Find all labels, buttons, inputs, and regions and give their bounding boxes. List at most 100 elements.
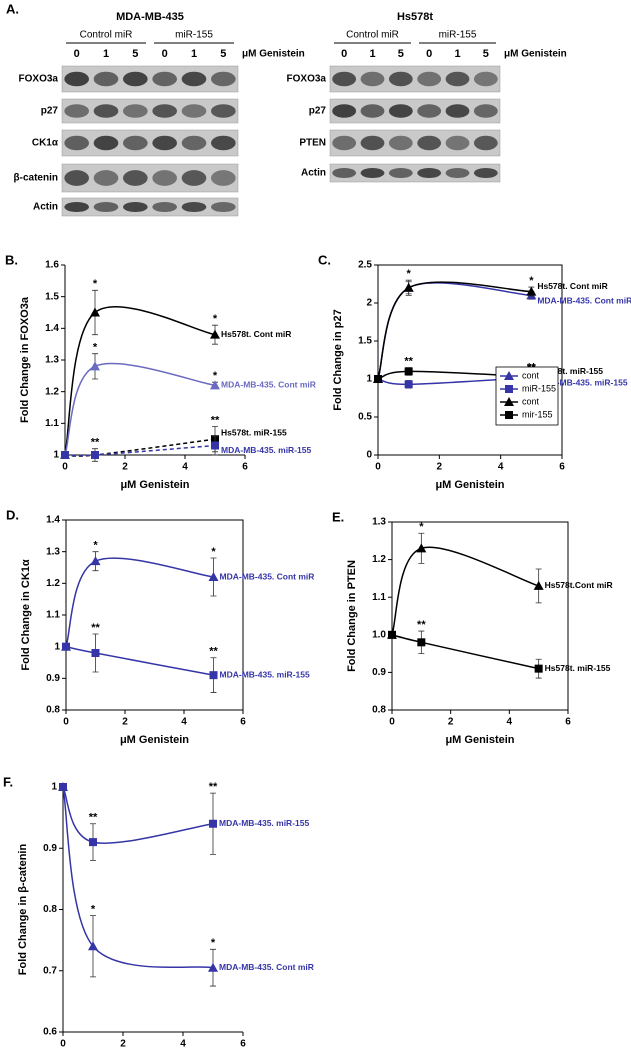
blot-band	[123, 170, 148, 186]
y-tick-label: 1.0	[372, 629, 386, 640]
blot-strip	[61, 65, 239, 93]
y-tick-label: 1	[53, 450, 59, 461]
blot-band	[332, 167, 357, 179]
legend-marker	[505, 385, 513, 393]
significance-label: **	[209, 646, 218, 658]
blot-band	[332, 104, 357, 118]
x-tick-label: 2	[437, 462, 443, 473]
row-label: Actin	[301, 168, 326, 179]
x-axis-label: μM Genistein	[435, 479, 504, 491]
x-tick-label: 0	[62, 462, 68, 473]
point	[210, 380, 220, 390]
x-tick-label: 2	[448, 717, 454, 728]
series-end-label: MDA-MB-435. Cont miR	[219, 962, 314, 972]
blot-band	[64, 170, 89, 186]
y-axis-label: Fold Change in p27	[332, 309, 344, 410]
significance-label: **	[417, 619, 426, 631]
significance-label: *	[93, 540, 98, 552]
lane-unit: μM Genistein	[242, 49, 305, 60]
row-label: FOXO3a	[19, 74, 59, 85]
legend-label: cont	[522, 370, 540, 380]
y-tick-label: 1	[366, 374, 372, 385]
series-end-label: Hs578t. Cont miR	[537, 281, 607, 291]
significance-label: **	[89, 812, 98, 824]
blot-band	[123, 201, 148, 213]
group-label: miR-155	[439, 30, 477, 41]
blot-band	[445, 135, 470, 151]
blot-band	[211, 71, 236, 87]
significance-label: *	[529, 275, 534, 287]
x-tick-label: 4	[498, 462, 504, 473]
series-end-label: Hs578t. miR-155	[537, 366, 603, 376]
point	[62, 642, 70, 651]
y-tick-label: 1.2	[46, 578, 60, 589]
x-tick-label: 6	[240, 717, 246, 728]
significance-label: *	[211, 546, 216, 558]
y-axis-label: Fold Change in CK1α	[20, 559, 32, 671]
blot-band	[211, 201, 236, 213]
x-axis-label: μM Genistein	[120, 734, 189, 746]
blot-band	[360, 135, 385, 151]
y-tick-label: 1.5	[45, 291, 59, 302]
series-end-label: Hs578t. miR-155	[221, 427, 287, 437]
significance-label: *	[213, 313, 218, 325]
blot-band	[417, 104, 442, 118]
y-axis-label: Fold Change in FOXO3a	[19, 296, 31, 423]
y-tick-label: 1.1	[372, 592, 386, 603]
series-line	[377, 282, 532, 380]
lane-unit: μM Genistein	[504, 49, 567, 60]
legend-label: cont	[522, 396, 540, 406]
point	[404, 380, 413, 389]
y-tick-label: 1.1	[45, 418, 59, 429]
significance-label: *	[91, 904, 96, 916]
y-tick-label: 1.4	[45, 323, 59, 334]
blot-strip	[61, 98, 239, 124]
point	[208, 962, 218, 972]
blot-band	[360, 104, 385, 118]
y-tick-label: 1.1	[46, 610, 60, 621]
significance-label: *	[213, 370, 218, 382]
point	[91, 451, 99, 459]
y-tick-label: 2	[366, 298, 372, 309]
blot-band	[152, 71, 177, 87]
blot-title: MDA-MB-435	[116, 11, 184, 23]
blot-band	[388, 71, 413, 87]
y-tick-label: 0.9	[46, 673, 60, 684]
point	[534, 664, 543, 673]
row-label: p27	[41, 106, 59, 117]
row-label: β-catenin	[14, 173, 58, 184]
x-axis-label: μM Genistein	[120, 479, 189, 491]
x-tick-label: 6	[240, 1039, 246, 1050]
point	[388, 630, 396, 639]
series-line	[64, 362, 216, 456]
y-tick-label: 1.4	[46, 515, 60, 526]
point	[403, 282, 414, 292]
y-axis-label: Fold Change in PTEN	[346, 560, 358, 672]
x-tick-label: 4	[180, 1039, 186, 1050]
significance-label: *	[419, 521, 424, 533]
blot-band	[123, 104, 148, 118]
lane-label: 1	[103, 48, 109, 60]
blot-strip	[61, 163, 239, 193]
y-tick-label: 1.2	[372, 554, 386, 565]
legend-marker	[504, 371, 514, 380]
plot-frame	[377, 264, 563, 456]
series-end-label: Hs578t. miR-155	[545, 663, 611, 673]
series-line	[391, 546, 539, 636]
series-line	[377, 281, 532, 380]
x-tick-label: 4	[507, 717, 513, 728]
point	[208, 572, 219, 581]
blot-band	[211, 104, 236, 118]
blot-band	[388, 104, 413, 118]
y-tick-label: 0.7	[43, 965, 57, 976]
panel-label: E.	[332, 509, 344, 524]
lane-label: 5	[132, 48, 138, 60]
blot-band	[360, 71, 385, 87]
legend-label: miR-155	[522, 383, 556, 393]
blot-band	[445, 167, 470, 179]
panel-label: F.	[3, 774, 13, 789]
x-axis-label: μM Genistein	[445, 734, 514, 746]
legend-marker	[505, 411, 513, 419]
significance-label: **	[404, 356, 413, 368]
